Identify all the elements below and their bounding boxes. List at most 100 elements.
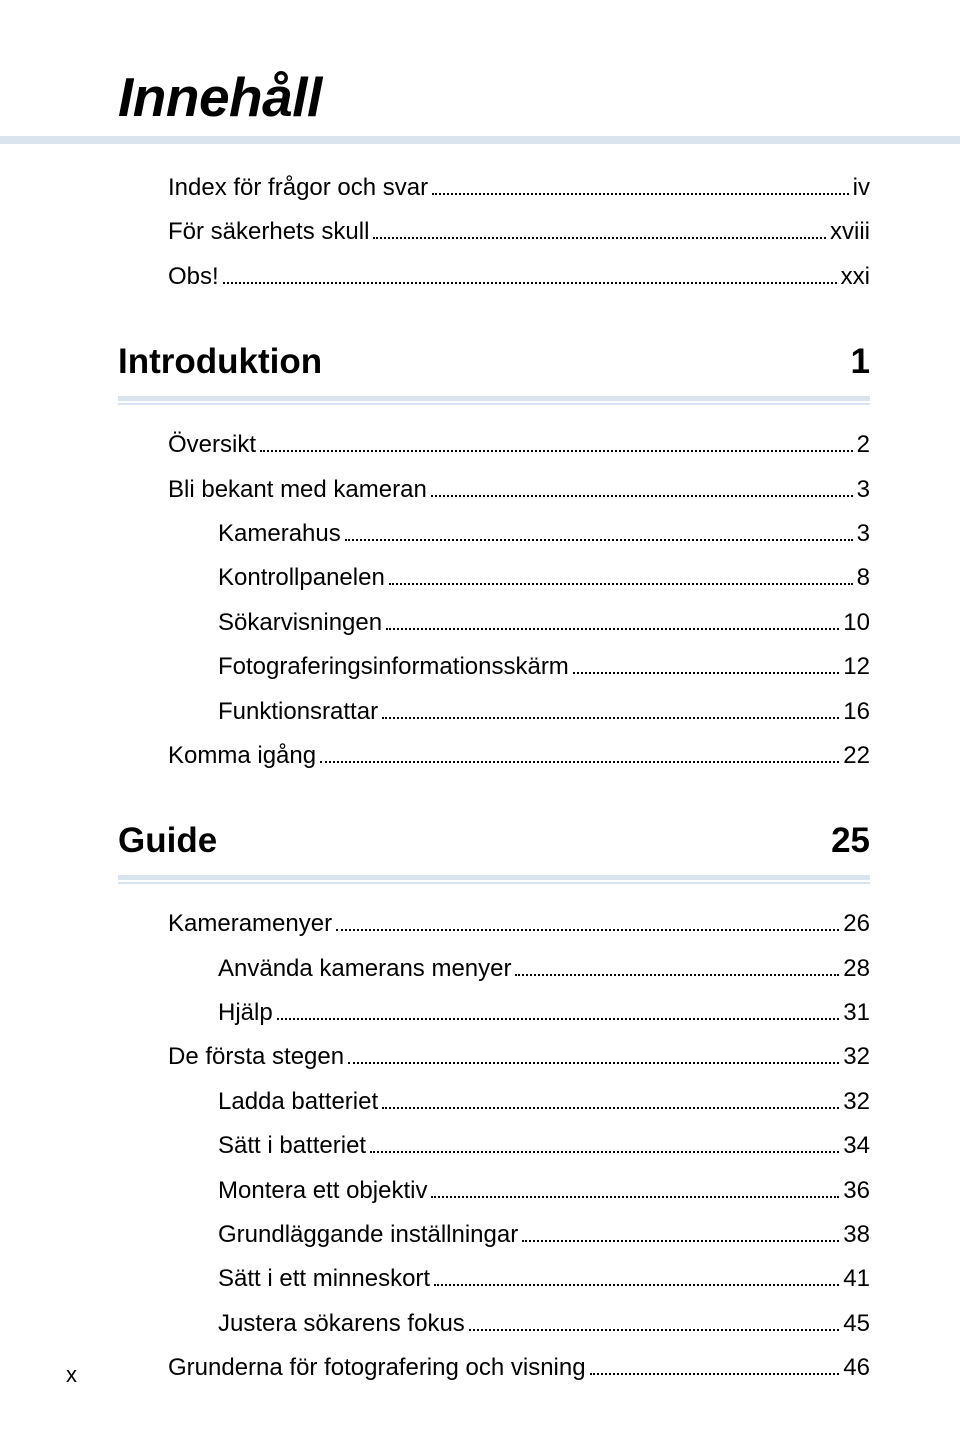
toc-entry[interactable]: Använda kamerans menyer 28 <box>118 950 870 988</box>
toc-entry[interactable]: Hjälp 31 <box>118 994 870 1032</box>
section-underline <box>118 875 870 883</box>
toc-entry-label: Grunderna för fotografering och visning <box>168 1349 586 1387</box>
toc-entry-page: 16 <box>843 693 870 731</box>
toc-entry-page: 32 <box>843 1083 870 1121</box>
toc-entry[interactable]: Sätt i batteriet 34 <box>118 1127 870 1165</box>
leader-dots <box>434 1284 839 1286</box>
leader-dots <box>432 193 849 195</box>
toc-entry-label: Funktionsrattar <box>218 693 378 731</box>
section-title: Guide <box>118 813 217 869</box>
leader-dots <box>573 672 839 674</box>
toc-entry-page: 28 <box>843 950 870 988</box>
toc-entry-label: Bli bekant med kameran <box>168 471 427 509</box>
section-underline <box>118 396 870 404</box>
toc-entry[interactable]: Funktionsrattar 16 <box>118 693 870 731</box>
toc-entry-label: Index för frågor och svar <box>168 169 428 207</box>
section-page: 25 <box>831 813 870 869</box>
toc-entry[interactable]: Bli bekant med kameran 3 <box>118 471 870 509</box>
section-title: Introduktion <box>118 334 322 390</box>
toc-entry[interactable]: Index för frågor och svar iv <box>118 169 870 207</box>
leader-dots <box>277 1018 840 1020</box>
leader-dots <box>431 495 853 497</box>
toc-entry-page: iv <box>853 169 870 207</box>
toc-entry[interactable]: Montera ett objektiv 36 <box>118 1172 870 1210</box>
toc-entry[interactable]: Justera sökarens fokus 45 <box>118 1305 870 1343</box>
toc-entry[interactable]: De första stegen 32 <box>118 1038 870 1076</box>
toc-entry-label: Sätt i batteriet <box>218 1127 366 1165</box>
toc-entry[interactable]: Ladda batteriet 32 <box>118 1083 870 1121</box>
toc-entry-page: xxi <box>841 258 870 296</box>
leader-dots <box>382 717 839 719</box>
toc-entry-label: Sätt i ett minneskort <box>218 1260 430 1298</box>
page-title: Innehåll <box>118 70 870 125</box>
leader-dots <box>320 761 839 763</box>
leader-dots <box>370 1151 839 1153</box>
toc-entry-label: Kameramenyer <box>168 905 332 943</box>
leader-dots <box>469 1329 840 1331</box>
toc-entry[interactable]: Komma igång 22 <box>118 737 870 775</box>
toc-entry[interactable]: Översikt 2 <box>118 426 870 464</box>
toc-entry-page: 36 <box>843 1172 870 1210</box>
toc-entry-label: Kontrollpanelen <box>218 559 385 597</box>
toc-entry-page: 45 <box>843 1305 870 1343</box>
section-heading[interactable]: Guide 25 <box>118 813 870 869</box>
toc-entry[interactable]: Kamerahus 3 <box>118 515 870 553</box>
toc-entry[interactable]: Kontrollpanelen 8 <box>118 559 870 597</box>
section-heading[interactable]: Introduktion 1 <box>118 334 870 390</box>
toc-entry[interactable]: Sätt i ett minneskort 41 <box>118 1260 870 1298</box>
title-underline-bar <box>0 136 960 144</box>
toc-entry-page: 3 <box>857 515 870 553</box>
toc-body: Index för frågor och svar iv För säkerhets… <box>118 169 870 1388</box>
leader-dots <box>348 1062 839 1064</box>
toc-entry[interactable]: Grundläggande inställningar 38 <box>118 1216 870 1254</box>
toc-entry-label: Översikt <box>168 426 256 464</box>
toc-entry-label: Kamerahus <box>218 515 341 553</box>
toc-entry-page: 22 <box>843 737 870 775</box>
leader-dots <box>336 929 839 931</box>
leader-dots <box>382 1107 839 1109</box>
leader-dots <box>345 539 853 541</box>
toc-entry-label: Justera sökarens fokus <box>218 1305 465 1343</box>
toc-entry-page: 10 <box>843 604 870 642</box>
toc-entry-page: 8 <box>857 559 870 597</box>
toc-entry-label: Ladda batteriet <box>218 1083 378 1121</box>
leader-dots <box>431 1196 839 1198</box>
toc-entry[interactable]: Sökarvisningen 10 <box>118 604 870 642</box>
leader-dots <box>590 1373 840 1375</box>
toc-entry-label: Hjälp <box>218 994 273 1032</box>
toc-entry-page: 31 <box>843 994 870 1032</box>
leader-dots <box>373 237 826 239</box>
toc-entry-label: Fotograferingsinformationsskärm <box>218 648 569 686</box>
toc-entry-label: För säkerhets skull <box>168 213 369 251</box>
toc-entry[interactable]: Kameramenyer26 <box>118 905 870 943</box>
toc-entry[interactable]: För säkerhets skull xviii <box>118 213 870 251</box>
leader-dots <box>386 628 839 630</box>
toc-page: Innehåll Index för frågor och svar iv För … <box>0 0 960 1446</box>
toc-entry-label: Sökarvisningen <box>218 604 382 642</box>
toc-entry-label: Använda kamerans menyer <box>218 950 511 988</box>
toc-entry-page: xviii <box>830 213 870 251</box>
leader-dots <box>223 282 837 284</box>
leader-dots <box>522 1240 839 1242</box>
toc-entry-label: Montera ett objektiv <box>218 1172 427 1210</box>
toc-entry-page: 2 <box>857 426 870 464</box>
toc-entry-page: 38 <box>843 1216 870 1254</box>
toc-entry[interactable]: Obs! xxi <box>118 258 870 296</box>
toc-entry-label: Komma igång <box>168 737 316 775</box>
toc-entry-page: 41 <box>843 1260 870 1298</box>
toc-entry[interactable]: Grunderna för fotografering och visning 4… <box>118 1349 870 1387</box>
leader-dots <box>260 450 853 452</box>
leader-dots <box>389 583 853 585</box>
leader-dots <box>515 974 839 976</box>
toc-entry-page: 32 <box>843 1038 870 1076</box>
toc-entry-label: Grundläggande inställningar <box>218 1216 518 1254</box>
toc-entry[interactable]: Fotograferingsinformationsskärm 12 <box>118 648 870 686</box>
toc-entry-page: 12 <box>843 648 870 686</box>
toc-entry-page: 46 <box>843 1349 870 1387</box>
page-number: x <box>66 1362 77 1388</box>
section-page: 1 <box>851 334 870 390</box>
toc-entry-label: De första stegen <box>168 1038 344 1076</box>
toc-entry-page: 3 <box>857 471 870 509</box>
toc-entry-page: 34 <box>843 1127 870 1165</box>
toc-entry-label: Obs! <box>168 258 219 296</box>
